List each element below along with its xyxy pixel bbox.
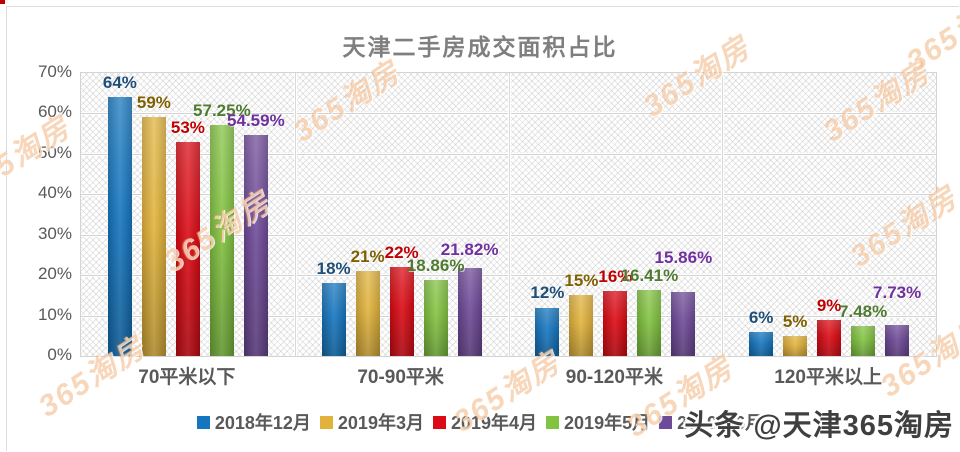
y-tick-label: 50% xyxy=(37,142,72,162)
bar-2019年3月-70-90平米 xyxy=(355,271,380,356)
bar-2018年12月-90-120平米 xyxy=(535,307,560,356)
legend: 2018年12月 2019年3月 2019年4月 2019年5月 2019年6月 xyxy=(0,409,960,435)
legend-swatch-icon xyxy=(319,415,333,429)
chart-frame xyxy=(6,6,959,451)
legend-item-2019年3月: 2019年3月 xyxy=(319,409,424,435)
bar-2018年12月-70-90平米 xyxy=(321,283,346,356)
bar-value-label: 15.86% xyxy=(654,247,713,267)
bar-2019年6月-70-90平米 xyxy=(457,267,482,356)
legend-swatch-icon xyxy=(546,415,560,429)
bar-2019年4月-70平米以下 xyxy=(175,141,200,356)
legend-swatch-icon xyxy=(659,415,673,429)
y-tick-label: 30% xyxy=(37,223,72,243)
legend-item-2018年12月: 2018年12月 xyxy=(196,409,311,435)
y-tick-label: 20% xyxy=(37,264,72,284)
bar-value-label: 18% xyxy=(316,259,351,279)
bar-value-label: 15% xyxy=(564,271,599,291)
bar-value-label: 21.82% xyxy=(440,239,499,259)
bar-value-label: 57.25% xyxy=(193,100,251,120)
y-tick-label: 40% xyxy=(37,183,72,203)
legend-label: 2019年4月 xyxy=(450,413,538,433)
bar-2019年6月-70平米以下 xyxy=(243,135,268,356)
bar-2019年3月-90-120平米 xyxy=(569,295,594,356)
legend-label: 2019年6月 xyxy=(677,413,764,433)
legend-item-2019年6月: 2019年6月 xyxy=(659,409,763,435)
bar-2019年5月-70平米以下 xyxy=(209,124,234,356)
chart-title: 天津二手房成交面积占比 xyxy=(342,34,618,60)
category-label-70平米以下: 70平米以下 xyxy=(138,367,236,388)
legend-swatch-icon xyxy=(196,415,210,429)
bar-2019年6月-90-120平米 xyxy=(671,291,696,356)
bar-value-label: 12% xyxy=(530,283,565,303)
bar-value-label: 16% xyxy=(598,267,633,287)
bar-2019年4月-90-120平米 xyxy=(603,291,628,356)
category-label-120平米以上: 120平米以上 xyxy=(774,367,882,388)
bar-2019年5月-90-120平米 xyxy=(637,289,662,356)
bar-2018年12月-120平米以上 xyxy=(749,331,774,356)
bar-value-label: 54.59% xyxy=(227,111,285,131)
bar-value-label: 6% xyxy=(748,307,774,327)
legend-label: 2018年12月 xyxy=(214,413,311,433)
bar-value-label: 7.48% xyxy=(839,301,888,321)
bar-value-label: 16.41% xyxy=(620,265,679,285)
bar-value-label: 59% xyxy=(136,93,171,113)
plot-area: 64% 59% 53% 57.25% 54.59% 18% 21% 22% 18.86% 21.8… xyxy=(80,72,937,357)
bar-value-label: 7.73% xyxy=(873,282,922,302)
bar-2018年12月-70平米以下 xyxy=(107,97,132,356)
bar-value-label: 5% xyxy=(782,311,808,331)
category-label-70-90平米: 70-90平米 xyxy=(357,367,444,388)
bar-2019年4月-120平米以上 xyxy=(817,319,842,356)
legend-label: 2019年5月 xyxy=(564,413,651,433)
y-tick-label: 10% xyxy=(37,304,72,324)
legend-item-2019年5月: 2019年5月 xyxy=(546,409,650,435)
y-tick-label: 60% xyxy=(37,102,72,122)
category-separator xyxy=(721,73,725,356)
corner-artifact xyxy=(0,0,5,4)
bar-value-label: 64% xyxy=(102,73,137,93)
bar-2019年4月-70-90平米 xyxy=(389,267,414,356)
y-tick-label: 0% xyxy=(47,345,72,364)
bar-2019年5月-70-90平米 xyxy=(423,279,448,356)
bar-2019年3月-70平米以下 xyxy=(141,117,166,356)
bar-value-label: 22% xyxy=(384,243,419,263)
category-separator xyxy=(507,73,511,356)
legend-item-2019年4月: 2019年4月 xyxy=(432,409,538,435)
bar-value-label: 9% xyxy=(816,295,842,315)
y-tick-label: 70% xyxy=(37,62,72,81)
bar-2019年3月-120平米以上 xyxy=(783,335,808,356)
category-label-90-120平米: 90-120平米 xyxy=(565,367,663,388)
legend-swatch-icon xyxy=(432,415,446,429)
bar-value-label: 18.86% xyxy=(406,255,465,275)
bar-value-label: 53% xyxy=(170,117,205,137)
bar-value-label: 21% xyxy=(350,247,385,267)
legend-label: 2019年3月 xyxy=(337,413,424,433)
bar-2019年6月-120平米以上 xyxy=(885,324,910,356)
watermark-credit: 头条 @天津365淘房 xyxy=(684,410,954,442)
bar-2019年5月-120平米以上 xyxy=(851,325,876,356)
category-separator xyxy=(293,73,297,356)
